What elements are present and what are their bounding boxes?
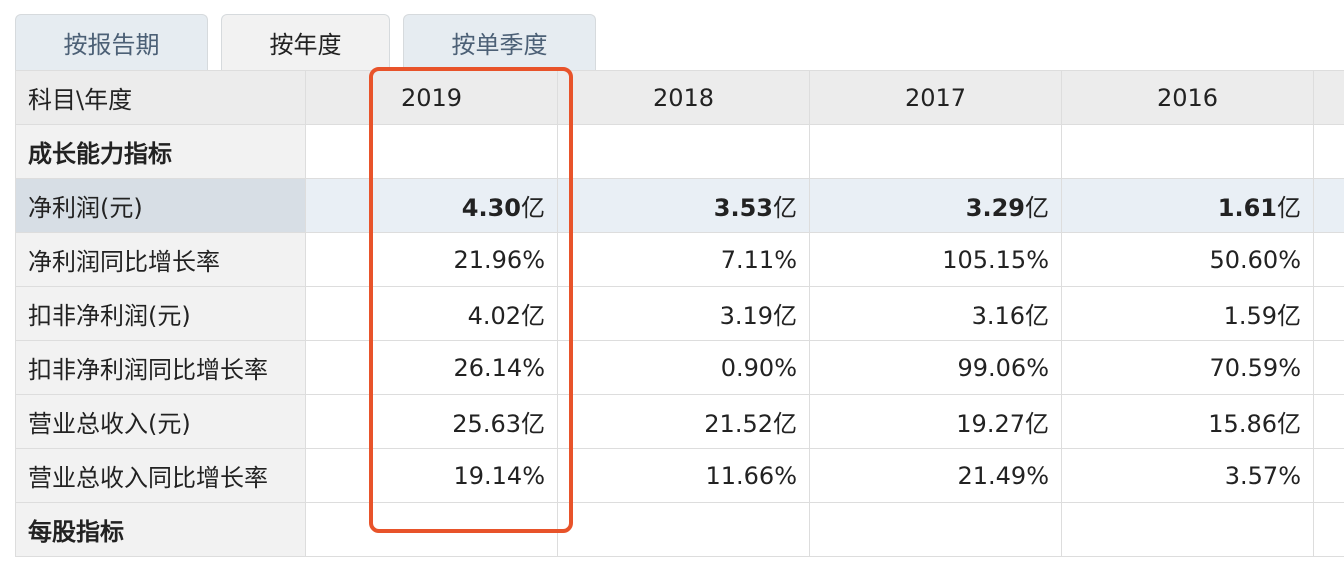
table-cell (305, 124, 558, 179)
cell-unit: 亿 (773, 194, 797, 222)
table-cell: 21.96% (305, 232, 558, 287)
row-label: 净利润(元) (15, 178, 306, 233)
table-cell: 3.53亿 (557, 178, 810, 233)
tab-by-year[interactable]: 按年度 (221, 14, 390, 70)
table-cell (305, 502, 558, 557)
table-cell (809, 124, 1062, 179)
overflow-cell (1313, 178, 1344, 233)
year-header[interactable]: 2019 (305, 70, 558, 125)
table-cell: 1.59亿 (1061, 286, 1314, 341)
table-cell: 3.29亿 (809, 178, 1062, 233)
table-header-row: 科目\年度 2019 2018 2017 2016 (15, 70, 1344, 125)
section-label-growth: 成长能力指标 (15, 124, 306, 179)
overflow-cell (1313, 448, 1344, 503)
table-row: 营业总收入同比增长率 19.14% 11.66% 21.49% 3.57% (15, 448, 1344, 503)
table-cell: 3.16亿 (809, 286, 1062, 341)
table-row: 营业总收入(元) 25.63亿 21.52亿 19.27亿 15.86亿 (15, 394, 1344, 449)
table-cell: 19.14% (305, 448, 558, 503)
row-label: 营业总收入(元) (15, 394, 306, 449)
overflow-cell (1313, 502, 1344, 557)
table-cell: 1.61亿 (1061, 178, 1314, 233)
table-cell: 19.27亿 (809, 394, 1062, 449)
overflow-cell (1313, 394, 1344, 449)
table-cell (1061, 502, 1314, 557)
table-cell: 11.66% (557, 448, 810, 503)
year-header[interactable]: 2017 (809, 70, 1062, 125)
section-label-per-share: 每股指标 (15, 502, 306, 557)
table-cell: 7.11% (557, 232, 810, 287)
cell-value: 3.53 (713, 194, 773, 222)
table-row: 每股指标 (15, 502, 1344, 557)
table-cell: 50.60% (1061, 232, 1314, 287)
row-label: 扣非净利润同比增长率 (15, 340, 306, 395)
table-cell (557, 502, 810, 557)
table-row-highlighted[interactable]: 净利润(元) 4.30亿 3.53亿 3.29亿 1.61亿 (15, 178, 1344, 233)
table-cell: 99.06% (809, 340, 1062, 395)
cell-value: 4.30 (461, 194, 521, 222)
table-cell: 15.86亿 (1061, 394, 1314, 449)
cell-unit: 亿 (1277, 194, 1301, 222)
table-cell: 4.02亿 (305, 286, 558, 341)
row-label: 扣非净利润(元) (15, 286, 306, 341)
row-label: 营业总收入同比增长率 (15, 448, 306, 503)
overflow-cell (1313, 232, 1344, 287)
table-row: 净利润同比增长率 21.96% 7.11% 105.15% 50.60% (15, 232, 1344, 287)
tab-by-report-period[interactable]: 按报告期 (15, 14, 208, 70)
table-row: 成长能力指标 (15, 124, 1344, 179)
cell-value: 1.61 (1217, 194, 1277, 222)
table-cell: 4.30亿 (305, 178, 558, 233)
overflow-cell (1313, 70, 1344, 125)
table-row: 扣非净利润同比增长率 26.14% 0.90% 99.06% 70.59% (15, 340, 1344, 395)
table-cell: 21.49% (809, 448, 1062, 503)
table-cell (557, 124, 810, 179)
cell-value: 3.29 (965, 194, 1025, 222)
table-cell: 25.63亿 (305, 394, 558, 449)
table-cell: 3.57% (1061, 448, 1314, 503)
year-header[interactable]: 2016 (1061, 70, 1314, 125)
cell-unit: 亿 (521, 194, 545, 222)
table-cell (809, 502, 1062, 557)
financial-table: 科目\年度 2019 2018 2017 2016 成长能力指标 净利润(元) … (15, 70, 1344, 557)
table-cell: 26.14% (305, 340, 558, 395)
cell-unit: 亿 (1025, 194, 1049, 222)
row-label: 净利润同比增长率 (15, 232, 306, 287)
overflow-cell (1313, 124, 1344, 179)
table-cell: 105.15% (809, 232, 1062, 287)
year-header[interactable]: 2018 (557, 70, 810, 125)
table-cell: 3.19亿 (557, 286, 810, 341)
overflow-cell (1313, 340, 1344, 395)
corner-header: 科目\年度 (15, 70, 306, 125)
table-cell (1061, 124, 1314, 179)
table-row: 扣非净利润(元) 4.02亿 3.19亿 3.16亿 1.59亿 (15, 286, 1344, 341)
tab-by-quarter[interactable]: 按单季度 (403, 14, 596, 70)
table-cell: 70.59% (1061, 340, 1314, 395)
table-cell: 0.90% (557, 340, 810, 395)
table-cell: 21.52亿 (557, 394, 810, 449)
overflow-cell (1313, 286, 1344, 341)
